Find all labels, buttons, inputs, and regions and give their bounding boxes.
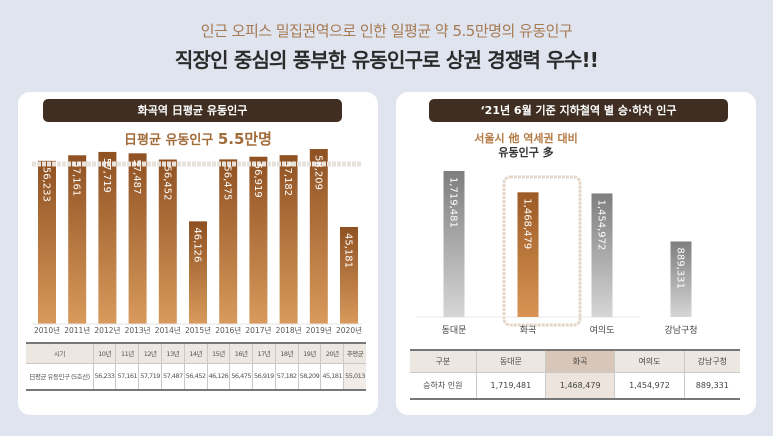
bar-2011년 — [68, 155, 87, 324]
table-cell: 57,487 — [160, 362, 185, 391]
x-tick-label: 2011년 — [64, 325, 90, 335]
right-panel-card: ‘21년 6월 기준 지하철역 별 승·하차 인구 서울시 他 역세권 대비 유… — [396, 92, 756, 415]
bar-value-label: 56,919 — [252, 163, 263, 198]
bar-화곡 — [517, 192, 539, 317]
bar-2018년 — [279, 155, 298, 324]
bar-2015년 — [189, 221, 207, 324]
table-cell: 55,013 — [343, 362, 366, 391]
bar-value-label: 56,475 — [222, 165, 233, 200]
table-col-header: 10년 — [92, 342, 117, 364]
sub-headline: 인근 오피스 밀집권역으로 인한 일평균 약 5.5만명의 유동인구 — [200, 22, 573, 40]
table-col-header: 동대문 — [475, 349, 547, 373]
table-cell: 889,331 — [683, 371, 740, 400]
station-ridership-chart: 1,719,481 동대문 1,468,479 화곡 1,454,972 여의도 889,3… — [416, 171, 698, 336]
x-tick-label: 여의도 — [590, 324, 615, 336]
bar-value-label: 57,719 — [101, 158, 112, 193]
x-tick-label: 화곡 — [520, 325, 537, 336]
table-col-header: 18년 — [274, 342, 299, 364]
x-tick-label: 2017년 — [245, 325, 271, 335]
bar-value-label: 57,487 — [131, 159, 142, 194]
table-header-category: 구분 — [410, 349, 477, 373]
bar-value-label: 1,468,479 — [522, 198, 533, 249]
daily-floating-population-chart: 56,233 2010년 57,161 2011년 57,719 2012년 57,487 2… — [32, 149, 362, 335]
table-cell: 1,468,479 — [545, 371, 616, 400]
subtitle-prefix: 日평균 유동인구 — [124, 133, 218, 148]
bar-value-label: 1,454,972 — [596, 199, 607, 250]
bar-2020년 — [340, 227, 358, 324]
table-col-header: 19년 — [297, 342, 322, 364]
bar-2012년 — [98, 151, 117, 324]
callout-line-2: 유동인구 多 — [498, 146, 554, 159]
table-col-header: 16년 — [229, 342, 254, 364]
right-data-table: 구분 동대문 화곡 여의도 강남구청 승하차 인원 1,719,481 1,468,47… — [410, 349, 740, 400]
table-row-label: 승하차 인원 — [410, 371, 477, 400]
table-cell: 57,182 — [274, 362, 299, 391]
table-col-header: 20년 — [320, 342, 345, 364]
bar-value-label: 58,209 — [312, 155, 323, 190]
x-tick-label: 강남구청 — [664, 325, 697, 336]
subtitle-value: 5.5만명 — [217, 130, 272, 148]
table-col-header: 13년 — [160, 342, 185, 364]
bar-동대문 — [443, 171, 465, 317]
table-cell: 1,454,972 — [614, 371, 685, 400]
comparison-callout: 서울시 他 역세권 대비 유동인구 多 — [396, 132, 656, 160]
table-cell: 56,233 — [92, 362, 117, 391]
table-col-header: 14년 — [183, 342, 208, 364]
bar-value-label: 1,719,481 — [448, 177, 459, 228]
x-tick-label: 2018년 — [276, 325, 302, 335]
bar-강남구청 — [670, 241, 692, 317]
bar-value-label: 56,233 — [41, 167, 52, 202]
x-tick-label: 2010년 — [34, 325, 60, 335]
table-header-period: 시기 — [26, 342, 94, 364]
table-cell: 45,181 — [320, 362, 345, 391]
right-panel-title: ‘21년 6월 기준 지하철역 별 승·하차 인구 — [429, 99, 728, 122]
x-tick-label: 2020년 — [336, 325, 362, 335]
bar-여의도 — [591, 193, 613, 317]
bar-value-label: 56,452 — [161, 166, 172, 201]
x-tick-label: 2016년 — [215, 325, 241, 335]
table-col-header: 11년 — [115, 342, 140, 364]
table-col-header: 화곡 — [545, 349, 616, 373]
table-col-header: 17년 — [252, 342, 276, 364]
bar-2019년 — [309, 149, 328, 324]
left-panel-card: 화곡역 日평균 유동인구 日평균 유동인구 5.5만명 56,233 2010년 5… — [18, 92, 378, 415]
bar-2016년 — [219, 159, 238, 324]
bar-2013년 — [128, 153, 147, 324]
table-cell: 1,719,481 — [475, 371, 547, 400]
x-tick-label: 2019년 — [306, 325, 332, 335]
bar-value-label: 889,331 — [675, 247, 686, 288]
bar-value-label: 57,161 — [71, 161, 82, 196]
callout-line-1: 서울시 他 역세권 대비 — [474, 132, 578, 145]
bar-2010년 — [38, 160, 56, 324]
table-cell: 58,209 — [297, 362, 322, 391]
left-data-table: 시기 10년 11년 12년 13년 14년 15년 16년 17년 18년 19년 20년 추평균 … — [26, 342, 366, 391]
table-cell: 57,161 — [115, 362, 140, 391]
table-col-header: 15년 — [206, 342, 231, 364]
table-col-header: 추평균 — [343, 342, 366, 364]
table-col-header: 12년 — [138, 342, 162, 364]
bar-value-label: 57,182 — [282, 161, 293, 196]
x-tick-label: 2013년 — [125, 325, 151, 335]
bar-2014년 — [158, 159, 177, 324]
left-panel-title: 화곡역 日평균 유동인구 — [43, 99, 342, 122]
highlight-frame — [502, 175, 582, 327]
table-cell: 56,452 — [183, 362, 208, 391]
table-col-header: 여의도 — [614, 349, 685, 373]
x-tick-label: 2012년 — [94, 325, 120, 335]
table-cell: 56,919 — [252, 362, 276, 391]
left-chart-subtitle: 日평균 유동인구 5.5만명 — [18, 128, 378, 149]
table-row-label: 日평균 유동인구 (5호선) — [26, 362, 94, 391]
bar-2017년 — [249, 156, 268, 324]
table-cell: 56,475 — [229, 362, 254, 391]
x-tick-label: 2015년 — [185, 325, 211, 335]
x-tick-label: 2014년 — [155, 325, 181, 335]
table-cell: 46,126 — [206, 362, 231, 391]
main-headline: 직장인 중심의 풍부한 유동인구로 상권 경쟁력 우수!! — [174, 48, 599, 72]
table-cell: 57,719 — [138, 362, 162, 391]
x-tick-label: 동대문 — [442, 325, 467, 336]
bar-value-label: 46,126 — [192, 227, 203, 262]
table-col-header: 강남구청 — [683, 349, 740, 373]
bar-value-label: 45,181 — [343, 233, 354, 268]
